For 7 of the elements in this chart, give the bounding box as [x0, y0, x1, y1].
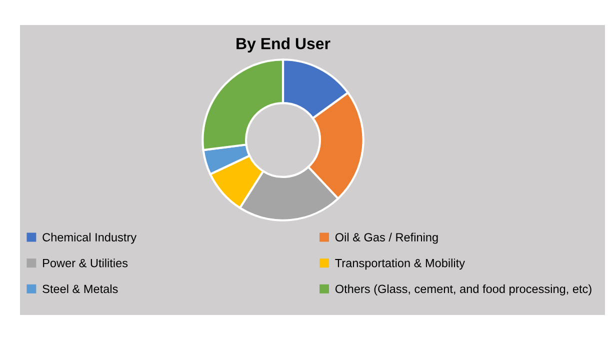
legend-label: Chemical Industry: [42, 232, 137, 244]
legend-label: Oil & Gas / Refining: [335, 232, 438, 244]
chart-title: By End User: [236, 38, 330, 52]
legend-label: Steel & Metals: [42, 284, 118, 294]
legend-label: Power & Utilities: [43, 258, 128, 268]
legend-label: Transportation & Mobility: [335, 258, 465, 270]
legend-label: Others (Glass, cement, and food processing, etc): [335, 284, 592, 296]
